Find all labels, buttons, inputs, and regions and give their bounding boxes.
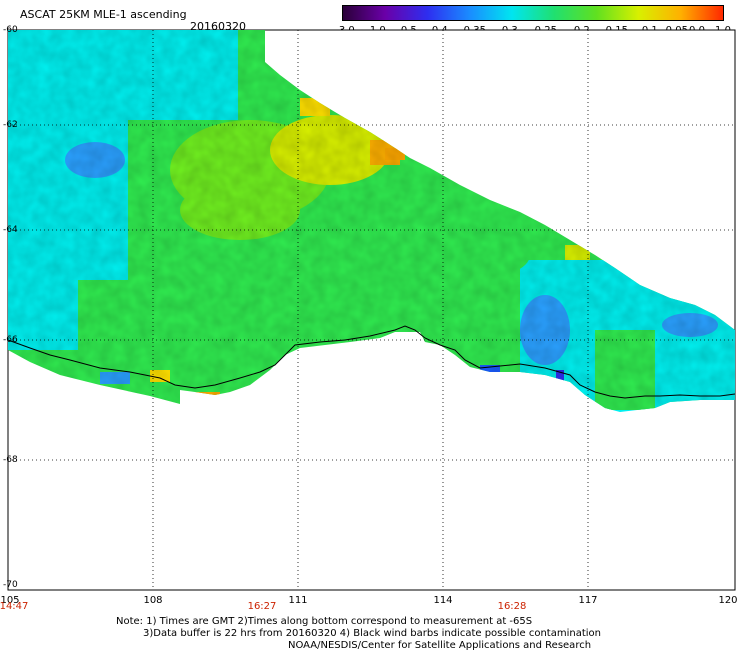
graticule — [8, 30, 735, 590]
color-scale-bar — [342, 5, 724, 21]
antarctic-coastline — [7, 325, 736, 399]
note-line: NOAA/NESDIS/Center for Satellite Applica… — [288, 640, 592, 651]
lon-label: 111 — [288, 595, 308, 606]
lat-label: -60 — [3, 25, 18, 35]
lat-label: -66 — [3, 335, 18, 345]
lon-label: 105 — [0, 595, 20, 606]
lat-label: -70 — [3, 580, 18, 590]
lon-label: 108 — [143, 595, 163, 606]
lat-label: -68 — [3, 455, 18, 465]
footnotes: Note: 1) Times are GMT 2)Times along bot… — [116, 616, 601, 652]
note-line: Note: 1) Times are GMT 2)Times along bot… — [116, 616, 533, 627]
time-label: 16:28 — [497, 601, 527, 612]
lon-label: 120 — [718, 595, 738, 606]
lon-label: 114 — [433, 595, 453, 606]
lat-label: -62 — [3, 120, 18, 130]
lon-label: 117 — [578, 595, 598, 606]
time-label: 16:27 — [247, 601, 277, 612]
lat-label: -64 — [3, 225, 18, 235]
product-title: ASCAT 25KM MLE-1 ascending — [20, 8, 187, 21]
note-line: 3)Data buffer is 22 hrs from 20160320 4)… — [143, 628, 601, 639]
time-label: 14:47 — [0, 601, 29, 612]
